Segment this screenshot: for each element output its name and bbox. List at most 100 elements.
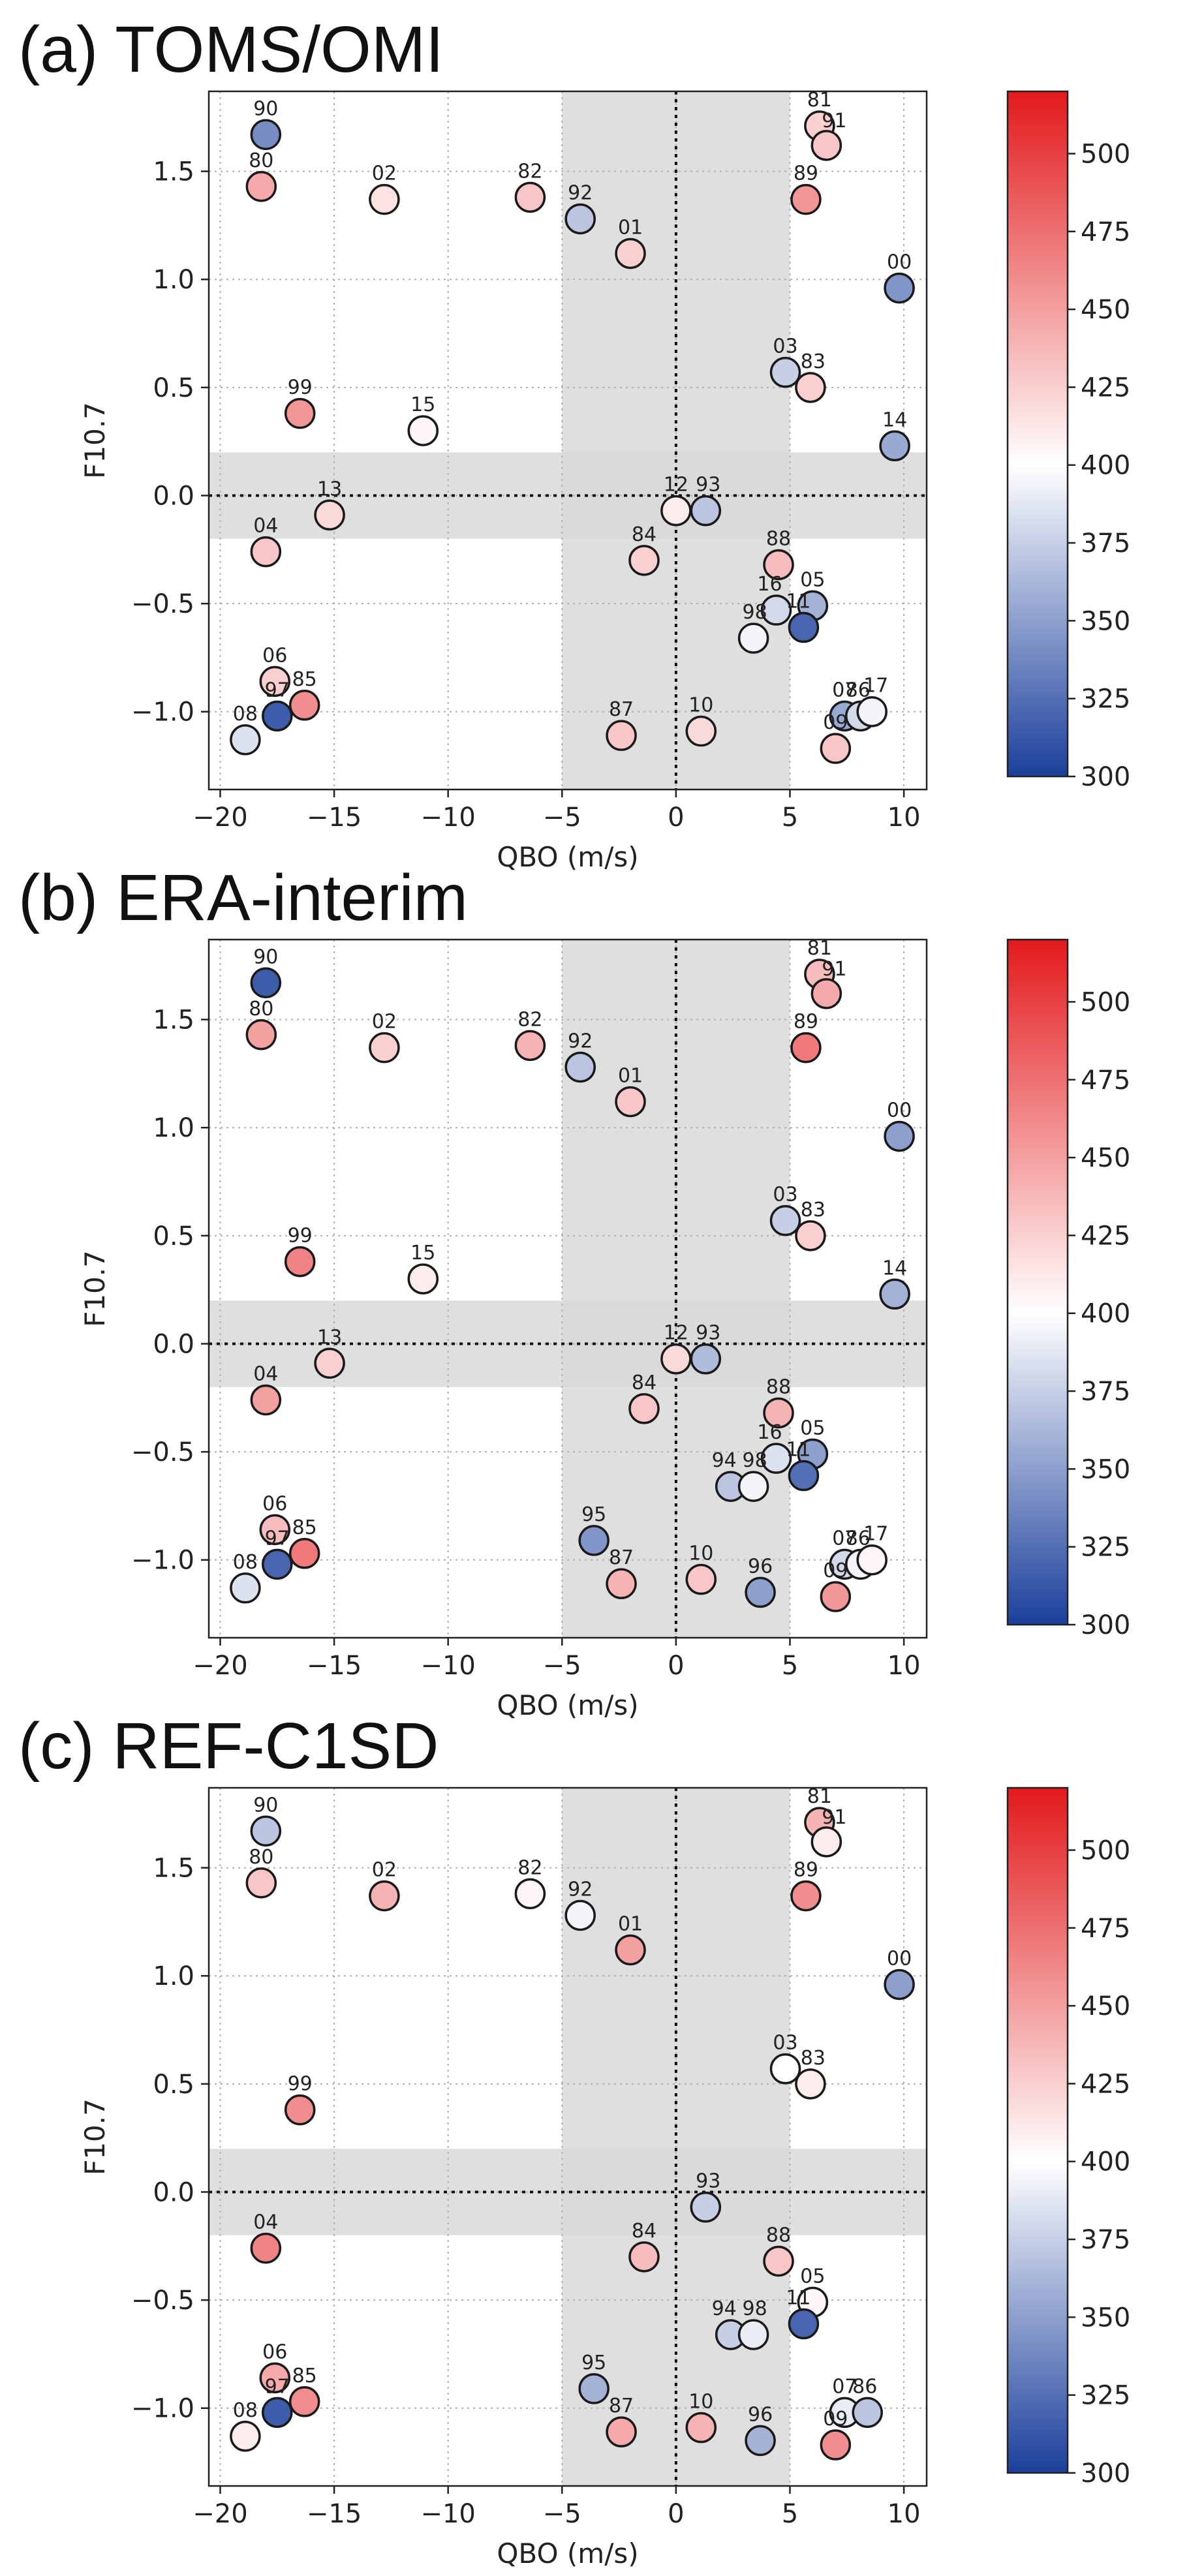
point-label: 84 (632, 2220, 656, 2243)
data-point (856, 696, 888, 728)
x-tick-label: 10 (888, 2499, 921, 2529)
chart-panel-0: (a) TOMS/OMI−20 −15 −10 −5 0 5 10−1.0−0.50.00.… (18, 13, 1130, 873)
point-label: 06 (262, 2340, 287, 2363)
point-label: 14 (882, 408, 907, 431)
data-point (685, 1563, 717, 1595)
data-point (615, 1086, 646, 1118)
x-tick-label: −20 (193, 1651, 247, 1681)
point-label: 90 (253, 1794, 278, 1817)
point-label: 92 (568, 1030, 593, 1052)
point-label: 97 (265, 2375, 290, 2398)
data-point (788, 611, 820, 643)
point-label: 88 (766, 527, 791, 550)
data-point (284, 397, 316, 429)
data-point (811, 1826, 842, 1858)
colorbar-tick-label: 375 (1081, 1377, 1130, 1407)
data-point (820, 1581, 852, 1612)
y-axis-label: F10.7 (79, 1250, 111, 1327)
point-label: 87 (609, 1546, 634, 1569)
y-tick-label: 0.0 (153, 481, 194, 511)
chart-panel-2: (c) REF-C1SD−20 −15 −10 −5 0 5 10−1.0−0.50.00.… (18, 1710, 1130, 2569)
point-label: 03 (773, 2032, 797, 2055)
data-point (250, 119, 282, 151)
point-label: 13 (317, 478, 342, 500)
colorbar-tick-label: 350 (1081, 1454, 1130, 1484)
point-label: 07 (832, 679, 857, 701)
point-label: 89 (794, 162, 818, 185)
data-point (369, 1032, 400, 1064)
y-tick-label: 1.0 (153, 1961, 194, 1991)
colorbar (1006, 90, 1069, 778)
point-label: 88 (766, 1375, 791, 1398)
data-point (514, 181, 546, 213)
colorbar-tick-label: 425 (1081, 1221, 1130, 1251)
point-label: 99 (288, 2073, 313, 2096)
point-label: 94 (712, 2297, 737, 2320)
point-label: 91 (822, 1806, 846, 1829)
data-point (628, 1393, 660, 1424)
point-label: 87 (609, 2395, 634, 2417)
point-label: 13 (317, 1326, 342, 1349)
point-label: 15 (410, 393, 435, 416)
x-tick-label: 10 (888, 803, 921, 833)
data-point (795, 2068, 826, 2100)
data-point (288, 2386, 320, 2417)
panel-title: (b) ERA-interim (18, 861, 468, 934)
data-point (795, 372, 826, 403)
point-label: 82 (517, 1008, 542, 1031)
x-tick-label: 5 (782, 2499, 798, 2529)
data-point (615, 1934, 646, 1966)
data-point (760, 1443, 792, 1474)
point-label: 97 (265, 679, 290, 701)
data-point (230, 724, 261, 756)
data-point (262, 1548, 293, 1580)
y-tick-label: 0.5 (153, 2070, 194, 2100)
data-point (856, 1544, 888, 1576)
point-label: 95 (581, 1503, 606, 1526)
point-label: 89 (794, 1859, 818, 1882)
point-label: 98 (743, 2297, 767, 2320)
data-point (790, 1880, 822, 1912)
point-label: 80 (249, 149, 273, 172)
y-tick-label: 1.0 (153, 265, 194, 295)
data-point (578, 2373, 610, 2404)
data-point (763, 549, 794, 581)
point-label: 16 (757, 1421, 782, 1444)
y-tick-label: −1.0 (131, 2394, 194, 2424)
data-point (820, 2429, 852, 2461)
point-label: 11 (786, 590, 811, 613)
point-label: 85 (292, 2365, 317, 2387)
plot-frame (208, 90, 928, 791)
data-point (884, 272, 915, 304)
panel-title: (a) TOMS/OMI (18, 13, 444, 86)
data-point (230, 1572, 261, 1604)
data-point (407, 415, 439, 446)
point-label: 94 (712, 1449, 737, 1472)
point-label: 98 (743, 1449, 767, 1472)
point-label: 03 (773, 1184, 797, 1206)
point-label: 95 (581, 2352, 606, 2374)
data-point (763, 2245, 794, 2277)
data-point (788, 2308, 820, 2340)
point-label: 05 (800, 568, 825, 591)
data-point (769, 1204, 801, 1236)
point-label: 11 (786, 2287, 811, 2310)
point-label: 93 (696, 1322, 720, 1345)
point-label: 86 (852, 2375, 877, 2398)
point-label: 03 (773, 335, 797, 358)
data-point (564, 203, 596, 235)
data-point (262, 2397, 293, 2429)
data-point (769, 356, 801, 388)
data-point (852, 2397, 883, 2429)
x-axis-label: QBO (m/s) (497, 2538, 638, 2569)
point-label: 83 (801, 350, 826, 373)
data-point (606, 1568, 637, 1599)
colorbar-tick-label: 475 (1081, 217, 1130, 247)
y-tick-label: 0.0 (153, 2177, 194, 2207)
x-tick-label: 5 (782, 803, 798, 833)
point-label: 01 (618, 1912, 643, 1935)
data-point (737, 622, 769, 654)
point-label: 99 (288, 376, 313, 399)
x-tick-label: −10 (420, 803, 475, 833)
